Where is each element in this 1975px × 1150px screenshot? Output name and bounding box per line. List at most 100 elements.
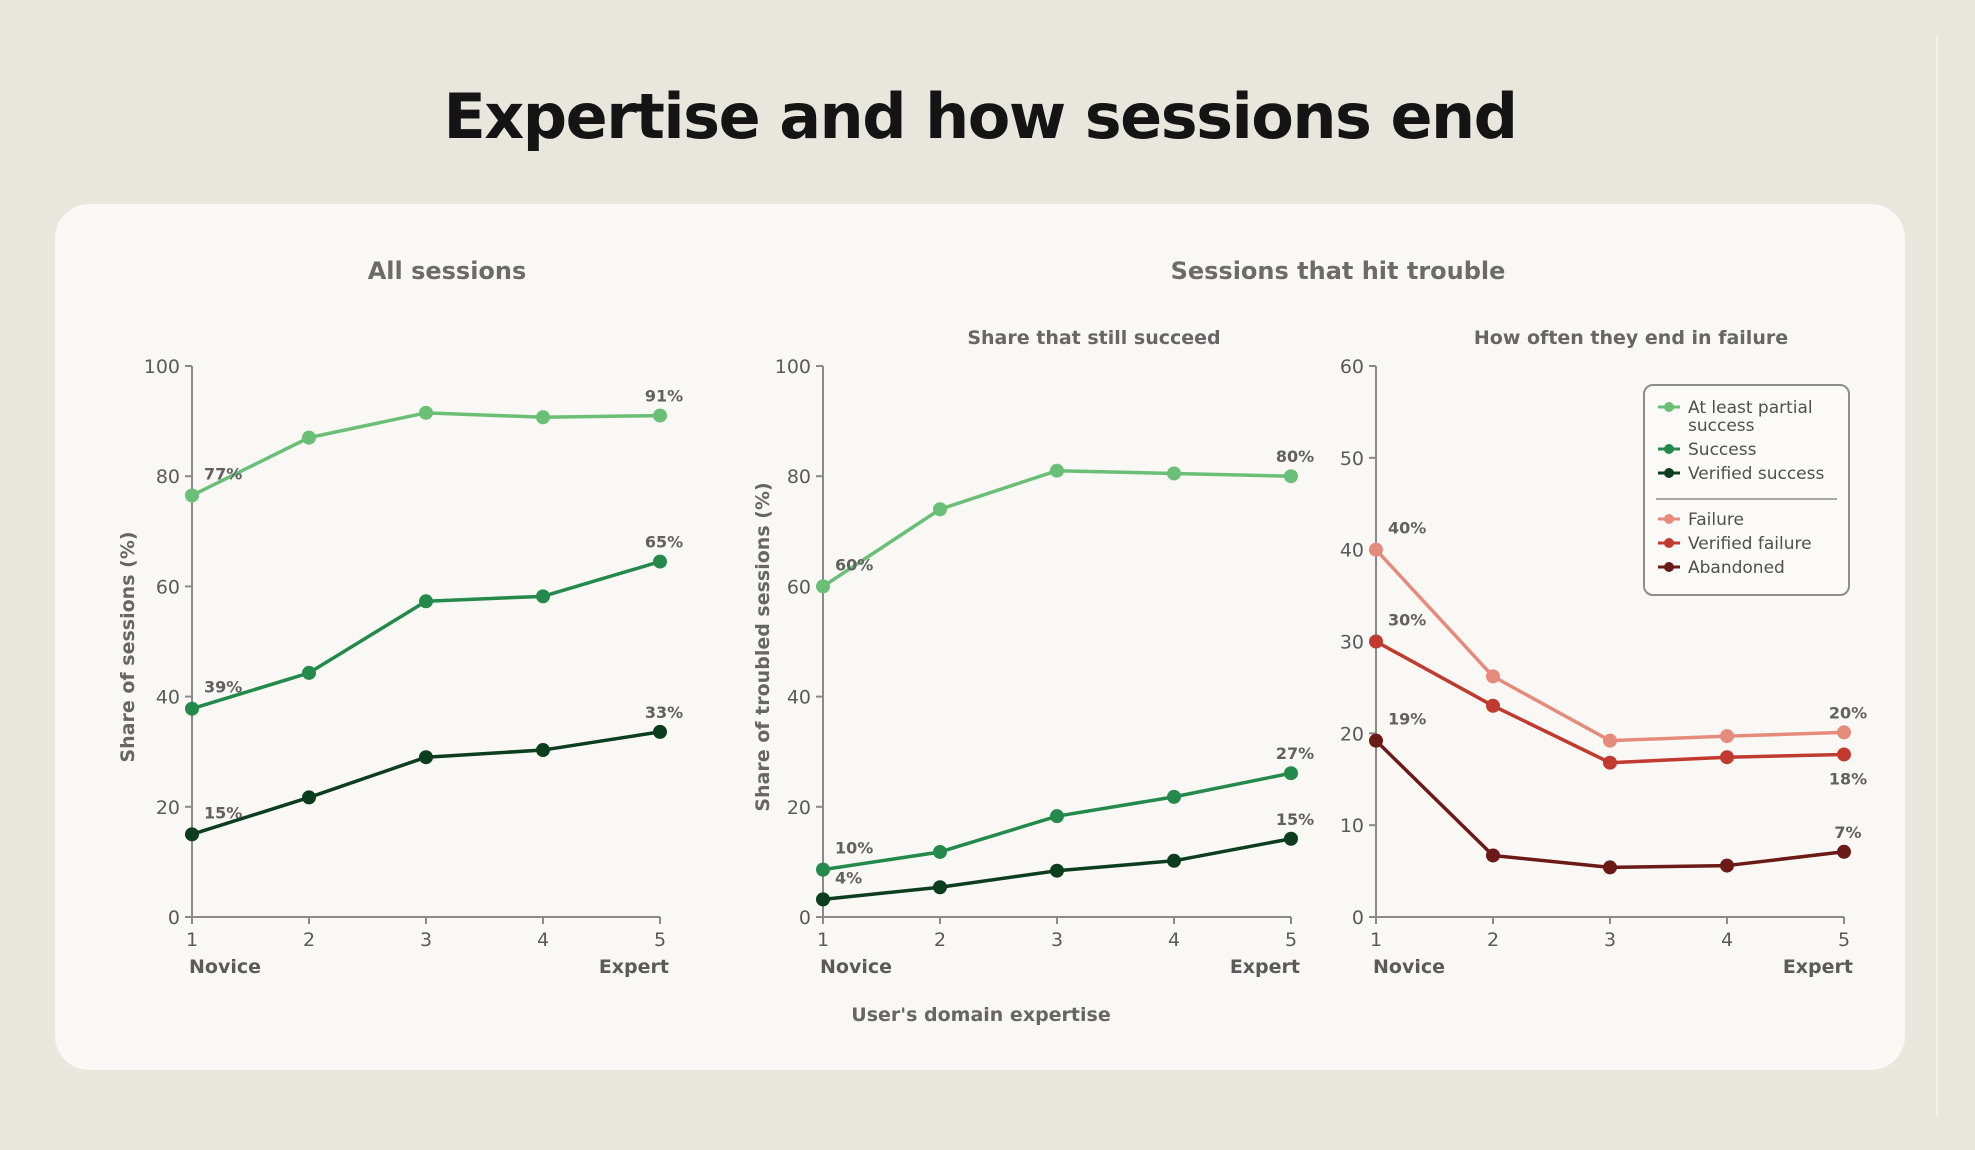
y-tick-label: 100	[144, 356, 180, 378]
data-point	[1603, 733, 1617, 748]
y-tick-label: 60	[1340, 356, 1364, 378]
subtitle-end-in-failure: How often they end in failure	[1474, 327, 1788, 349]
x-tick-label: 1	[1370, 929, 1382, 951]
data-point	[1167, 853, 1181, 868]
data-label: 30%	[1388, 611, 1426, 630]
subtitle-still-succeed: Share that still succeed	[967, 327, 1220, 349]
data-label: 77%	[204, 464, 242, 483]
x-tick-label: 3	[1604, 929, 1616, 951]
x-tick-label: 1	[817, 929, 829, 951]
y-tick-label: 30	[1340, 632, 1364, 654]
series-verified-success: 4% 15%	[816, 810, 1314, 907]
x-label-novice: Novice	[820, 956, 892, 978]
series-abandoned: 19% 7%	[1369, 710, 1862, 875]
data-label: 7%	[1834, 823, 1861, 842]
data-label: 91%	[645, 387, 683, 406]
y-tick-label: 20	[787, 797, 811, 819]
y-tick-label: 10	[1340, 815, 1364, 837]
series-success: 10% 27%	[816, 744, 1314, 877]
series-line	[822, 468, 1292, 588]
series-line	[191, 730, 661, 837]
x-tick-label: 5	[1285, 929, 1297, 951]
x-tick-label: 3	[1051, 929, 1063, 951]
y-tick-label: 60	[787, 576, 811, 598]
data-label: 19%	[1388, 710, 1426, 729]
data-point	[933, 880, 947, 895]
data-point	[1837, 725, 1851, 740]
panel-title-trouble: Sessions that hit trouble	[1171, 257, 1506, 285]
data-point	[536, 743, 550, 758]
panel-title-all-sessions: All sessions	[368, 257, 527, 285]
data-point	[816, 862, 830, 877]
series-failure: 40% 20%	[1369, 519, 1867, 748]
data-label: 39%	[204, 678, 242, 697]
data-point	[1603, 860, 1617, 875]
x-label-novice: Novice	[1373, 956, 1445, 978]
data-point	[1050, 863, 1064, 878]
data-point	[653, 554, 667, 569]
x-label-expert: Expert	[599, 956, 669, 978]
y-tick-label: 60	[156, 576, 180, 598]
x-tick-label: 4	[1168, 929, 1180, 951]
page-title: Expertise and how sessions end	[443, 80, 1518, 153]
data-label: 18%	[1829, 769, 1867, 788]
data-point	[1486, 848, 1500, 863]
data-point	[302, 665, 316, 680]
data-point	[1050, 463, 1064, 478]
x-label-novice: Novice	[189, 956, 261, 978]
data-point	[536, 410, 550, 425]
x-tick-label: 5	[654, 929, 666, 951]
y-tick-label: 20	[1340, 723, 1364, 745]
data-point	[1369, 542, 1383, 557]
data-point	[302, 790, 316, 805]
legend-label: Verified failure	[1688, 534, 1812, 554]
data-point	[419, 405, 433, 420]
data-point	[1167, 789, 1181, 804]
data-point	[1837, 844, 1851, 859]
series-line	[191, 411, 661, 498]
x-label-expert: Expert	[1783, 956, 1853, 978]
y-tick-label: 80	[787, 466, 811, 488]
data-point	[419, 750, 433, 765]
legend-label: Abandoned	[1688, 558, 1785, 578]
data-label: 60%	[835, 555, 873, 574]
x-tick-label: 4	[537, 929, 549, 951]
y-tick-label: 20	[156, 797, 180, 819]
data-point	[1284, 766, 1298, 781]
data-point	[933, 502, 947, 517]
y-tick-label: 50	[1340, 448, 1364, 470]
series-verified-failure: 30% 18%	[1369, 611, 1867, 788]
y-tick-label: 80	[156, 466, 180, 488]
data-point	[1284, 831, 1298, 846]
legend-swatch-dot	[1664, 562, 1674, 572]
y-tick-label: 100	[775, 356, 811, 378]
data-label: 20%	[1829, 703, 1867, 722]
data-point	[653, 724, 667, 739]
data-point	[1720, 729, 1734, 744]
data-point	[816, 579, 830, 594]
legend-swatch-dot	[1664, 444, 1674, 454]
y-tick-label: 0	[1352, 907, 1364, 929]
data-point	[653, 408, 667, 423]
legend-swatch-dot	[1664, 468, 1674, 478]
y-axis-label-all: Share of sessions (%)	[117, 531, 139, 762]
series-verified-success: 15% 33%	[185, 703, 683, 842]
data-point	[536, 589, 550, 604]
shared-x-axis-label: User's domain expertise	[851, 1004, 1110, 1026]
series-success: 39% 65%	[185, 533, 683, 716]
plot-2: 0 20 40 60 80 100 1 2 3 4 5 Novice Expert 60% 80% 10% 27…	[775, 356, 1314, 978]
legend-label: success	[1688, 416, 1755, 436]
data-label: 4%	[835, 868, 862, 887]
data-point	[185, 701, 199, 716]
data-point	[185, 827, 199, 842]
divider	[1936, 36, 1938, 1116]
data-point	[816, 892, 830, 907]
data-point	[1603, 755, 1617, 770]
x-tick-label: 4	[1721, 929, 1733, 951]
data-point	[302, 430, 316, 445]
x-tick-label: 2	[1487, 929, 1499, 951]
data-point	[933, 844, 947, 859]
data-point	[1486, 698, 1500, 713]
plot-3: 0 10 20 30 40 50 60 1 2 3 4 5 Novice Expert 40% 20% 30% 1…	[1340, 356, 1867, 978]
chart-card	[55, 204, 1905, 1070]
